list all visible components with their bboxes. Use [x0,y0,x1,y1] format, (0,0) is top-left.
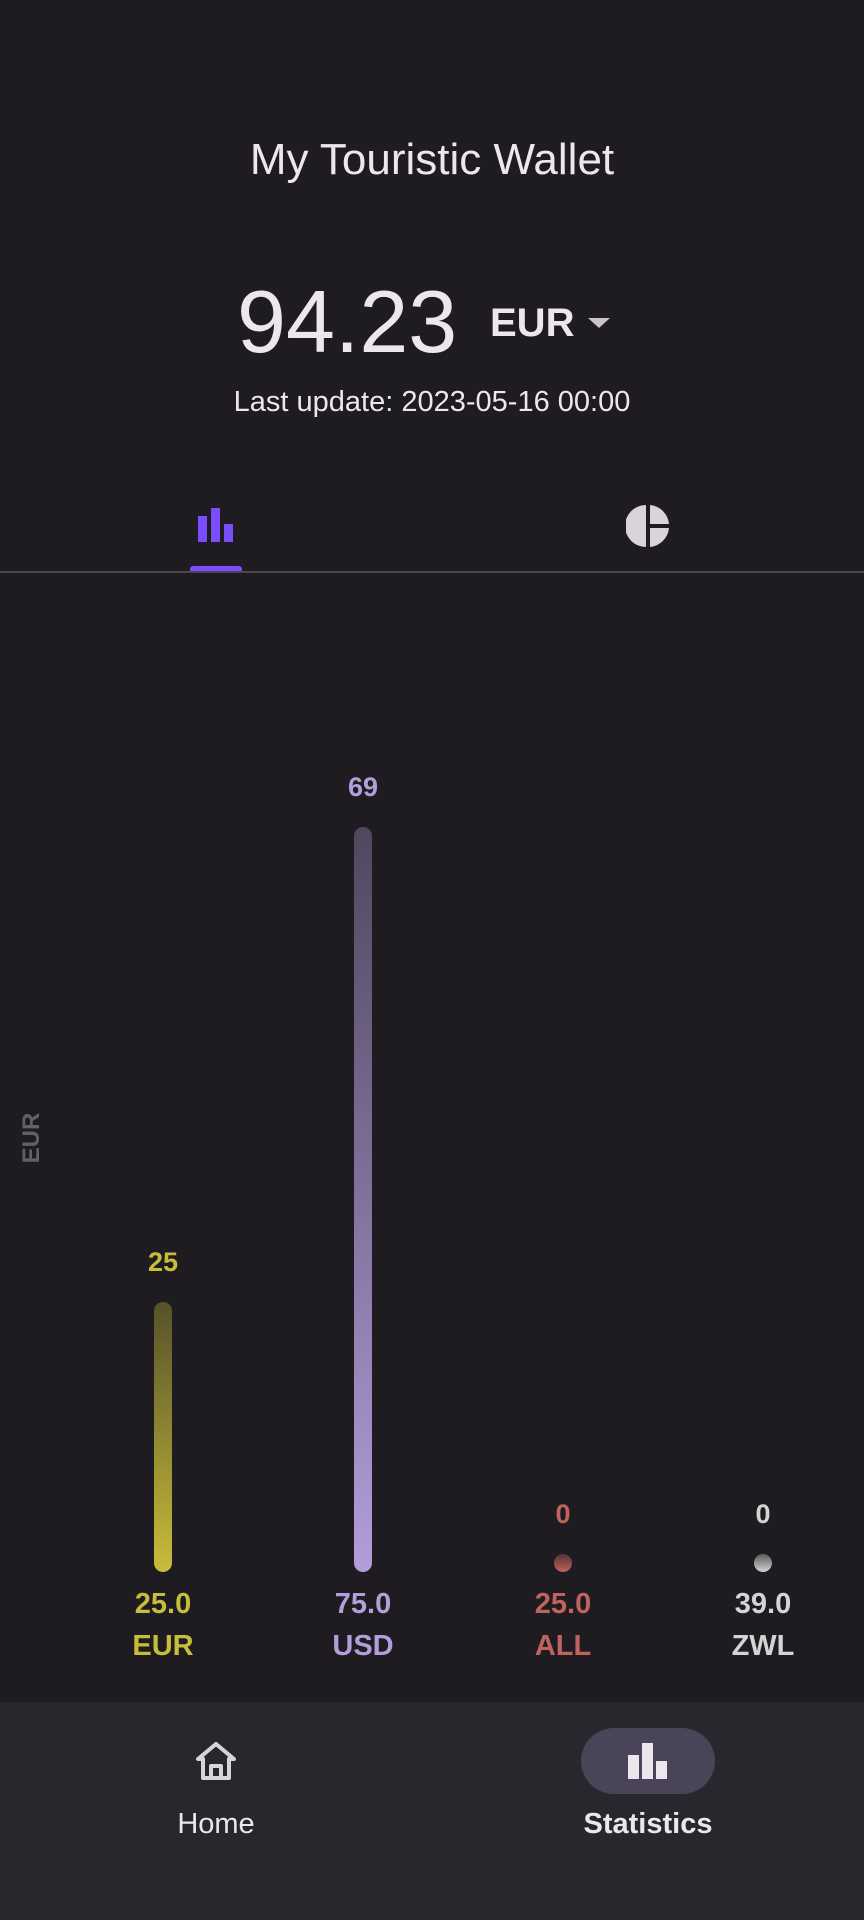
bar-column-eur: 25 25.0 EUR [83,620,243,1690]
app-title: My Touristic Wallet [249,135,615,184]
bottom-navigation: Home Statistics [0,1702,864,1920]
nav-home[interactable]: Home [0,1702,432,1920]
chart-tabs [0,480,864,572]
nav-home-label: Home [177,1808,255,1840]
bar-category-label: ALL [534,1630,592,1662]
bar-amount-label: 39.0 [734,1588,792,1620]
bar-zwl[interactable] [754,1554,772,1572]
bar-column-usd: 69 75.0 USD [283,620,443,1690]
bar-all[interactable] [554,1554,572,1572]
balance-amount: 94.23 [237,272,458,371]
bar-category-label: EUR [132,1630,194,1662]
home-icon [196,1742,236,1780]
last-update-text: Last update: 2023-05-16 00:00 [233,386,631,418]
pie-chart-icon [626,505,669,547]
bar-chart-icon [198,508,233,542]
bar-value-label: 69 [347,772,379,802]
y-axis-label: EUR [18,1112,45,1164]
bar-amount-label: 25.0 [534,1588,592,1620]
tab-pie-chart[interactable] [432,480,864,572]
bar-chart: EUR 25 25.0 EUR 69 75.0 USD 0 25.0 ALL 0 39.0 ZWL [0,620,864,1690]
bar-value-label: 0 [555,1499,571,1529]
bar-amount-label: 75.0 [334,1588,392,1620]
bar-column-all: 0 25.0 ALL [483,620,643,1690]
tab-bar-chart[interactable] [0,480,432,572]
nav-home-pill [149,1728,283,1794]
bar-column-zwl: 0 39.0 ZWL [683,620,843,1690]
bar-category-label: USD [332,1630,394,1662]
nav-statistics[interactable]: Statistics [432,1702,864,1920]
statistics-icon [628,1743,667,1779]
bar-category-label: ZWL [731,1630,795,1662]
bar-usd[interactable] [354,827,372,1572]
bar-value-label: 25 [147,1247,179,1278]
nav-statistics-label: Statistics [583,1808,713,1840]
currency-dropdown-value: EUR [490,300,575,345]
tabs-divider [0,571,864,573]
chevron-down-icon [588,318,611,328]
bar-amount-label: 25.0 [134,1588,192,1620]
nav-statistics-pill [581,1728,715,1794]
tab-selected-indicator [190,566,242,572]
bar-value-label: 0 [755,1499,771,1529]
bar-eur[interactable] [154,1302,172,1572]
currency-dropdown[interactable]: EUR [490,293,611,353]
